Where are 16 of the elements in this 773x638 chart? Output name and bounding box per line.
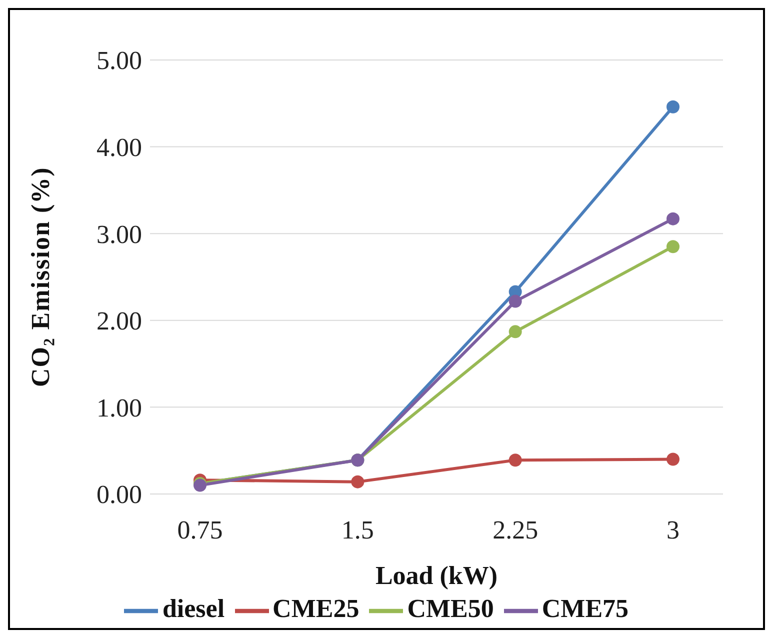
x-axis-title: Load (kW) [375,560,498,590]
y-tick-label: 3.00 [96,220,142,249]
x-tick-label: 0.75 [177,515,223,544]
y-axis-title: CO₂ Emission (%) [26,166,56,387]
x-tick-label: 3 [666,515,680,544]
y-tick-label: 1.00 [96,393,142,422]
y-tick-label: 5.00 [96,46,142,76]
y-tick-label: 2.00 [96,306,142,336]
legend-label: diesel [162,594,225,623]
y-tick-label: 4.00 [96,133,142,162]
x-tick-label: 1.5 [341,515,374,544]
x-tick-label: 2.25 [492,515,538,544]
legend-label: CME25 [272,594,360,623]
y-tick-label: 0.00 [96,480,142,510]
legend-label: CME50 [407,594,494,623]
legend-label: CME75 [542,594,629,623]
